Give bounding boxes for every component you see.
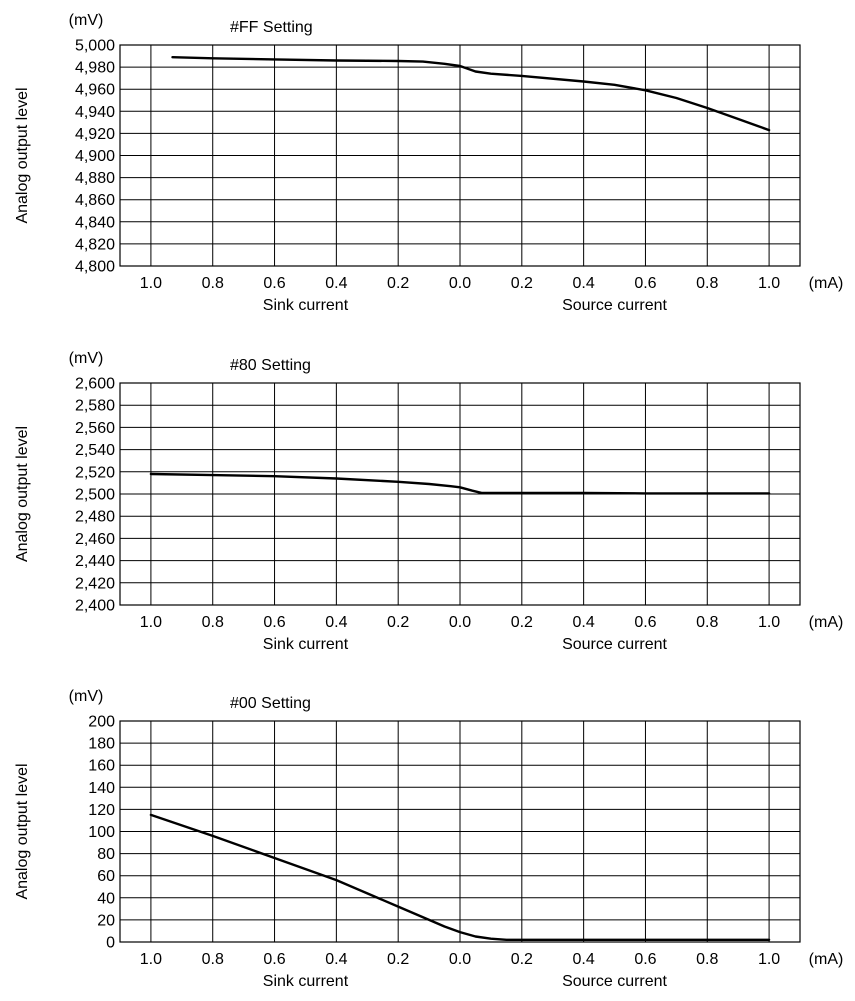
x-tick-label: 0.2: [511, 614, 533, 631]
x-tick-label: 0.4: [325, 614, 347, 631]
x-tick-label: 0.8: [202, 951, 224, 968]
y-tick-label: 100: [88, 824, 115, 841]
x-unit-label: (mA): [809, 614, 844, 631]
y-tick-label: 200: [88, 714, 115, 731]
x-tick-label: 0.0: [449, 614, 471, 631]
x-tick-label: 0.8: [696, 614, 718, 631]
x-unit-label: (mA): [809, 951, 844, 968]
x-tick-label: 0.6: [634, 614, 656, 631]
y-unit-label: (mV): [69, 350, 104, 367]
y-tick-label: 60: [97, 868, 115, 885]
y-tick-label: 4,860: [75, 192, 115, 209]
y-tick-label: 2,420: [75, 575, 115, 592]
y-axis-label: Analog output level: [14, 763, 31, 899]
y-unit-label: (mV): [69, 12, 104, 29]
y-unit-label: (mV): [69, 688, 104, 705]
chart-1: 4,800 4,820 4,840 4,860 4,880 4,900 4,920 4,940…: [14, 12, 843, 314]
series-line: [149, 472, 771, 495]
y-tick-label: 4,900: [75, 148, 115, 165]
series-line: [171, 56, 771, 132]
y-tick-label: 4,880: [75, 170, 115, 187]
x-tick-label: 0.6: [263, 614, 285, 631]
x-tick-label: 0.2: [511, 275, 533, 292]
x-tick-label: 0.6: [263, 951, 285, 968]
y-tick-label: 5,000: [75, 38, 115, 55]
y-tick-label: 4,920: [75, 126, 115, 143]
y-tick-label: 120: [88, 802, 115, 819]
y-tick-label: 20: [97, 912, 115, 929]
x-tick-label: 1.0: [140, 614, 162, 631]
x-tick-label: 0.6: [263, 275, 285, 292]
chart-title: #80 Setting: [230, 357, 311, 374]
y-tick-label: 4,940: [75, 104, 115, 121]
x-tick-label: 1.0: [758, 275, 780, 292]
y-tick-label: 2,560: [75, 420, 115, 437]
y-tick-label: 180: [88, 736, 115, 753]
x-tick-label: 0.2: [387, 951, 409, 968]
chart-title: #00 Setting: [230, 695, 311, 712]
source-current-label: Source current: [562, 636, 667, 653]
y-tick-label: 80: [97, 846, 115, 863]
y-tick-label: 2,460: [75, 531, 115, 548]
x-tick-label: 0.6: [634, 951, 656, 968]
y-tick-label: 0: [106, 935, 115, 952]
chart-2: 2,400 2,420 2,440 2,460 2,480 2,500 2,520 2,540…: [14, 350, 843, 653]
y-tick-label: 140: [88, 780, 115, 797]
plot-frame: [119, 720, 801, 943]
y-tick-label: 4,840: [75, 214, 115, 231]
x-tick-label: 0.2: [387, 614, 409, 631]
x-tick-label: 0.4: [573, 275, 595, 292]
y-tick-label: 2,440: [75, 553, 115, 570]
x-tick-label: 0.6: [634, 275, 656, 292]
y-tick-label: 4,980: [75, 60, 115, 77]
x-tick-label: 0.8: [202, 275, 224, 292]
x-tick-label: 0.4: [573, 951, 595, 968]
x-tick-label: 0.2: [511, 951, 533, 968]
y-tick-label: 4,820: [75, 236, 115, 253]
plot-frame: [119, 44, 801, 267]
x-tick-label: 1.0: [758, 614, 780, 631]
x-tick-label: 1.0: [758, 951, 780, 968]
x-tick-label: 1.0: [140, 951, 162, 968]
y-tick-label: 2,480: [75, 509, 115, 526]
x-tick-label: 0.0: [449, 275, 471, 292]
sink-current-label: Sink current: [263, 297, 349, 314]
x-unit-label: (mA): [809, 275, 844, 292]
plot-frame: [119, 382, 801, 606]
series-line: [149, 813, 771, 941]
y-tick-label: 4,800: [75, 259, 115, 276]
y-tick-label: 2,580: [75, 398, 115, 415]
x-tick-label: 0.8: [202, 614, 224, 631]
source-current-label: Source current: [562, 973, 667, 990]
x-tick-label: 1.0: [140, 275, 162, 292]
x-tick-label: 0.4: [325, 275, 347, 292]
chart-3: 0 20 40 60 80 100 120 140 160 180 200 1.0 0.8 0.6 0.4 0…: [14, 688, 843, 990]
x-tick-label: 0.4: [573, 614, 595, 631]
y-tick-label: 2,540: [75, 442, 115, 459]
x-tick-label: 0.4: [325, 951, 347, 968]
sink-current-label: Sink current: [263, 636, 349, 653]
sink-current-label: Sink current: [263, 973, 349, 990]
x-tick-label: 0.0: [449, 951, 471, 968]
y-tick-label: 2,520: [75, 464, 115, 481]
x-tick-label: 0.8: [696, 275, 718, 292]
x-tick-label: 0.2: [387, 275, 409, 292]
y-axis-label: Analog output level: [14, 87, 31, 223]
x-tick-label: 0.8: [696, 951, 718, 968]
y-tick-label: 2,600: [75, 376, 115, 393]
source-current-label: Source current: [562, 297, 667, 314]
y-tick-label: 2,400: [75, 598, 115, 615]
y-tick-label: 40: [97, 890, 115, 907]
chart-title: #FF Setting: [230, 19, 313, 36]
y-tick-label: 160: [88, 758, 115, 775]
y-axis-label: Analog output level: [14, 426, 31, 562]
y-tick-label: 4,960: [75, 82, 115, 99]
y-tick-label: 2,500: [75, 487, 115, 504]
